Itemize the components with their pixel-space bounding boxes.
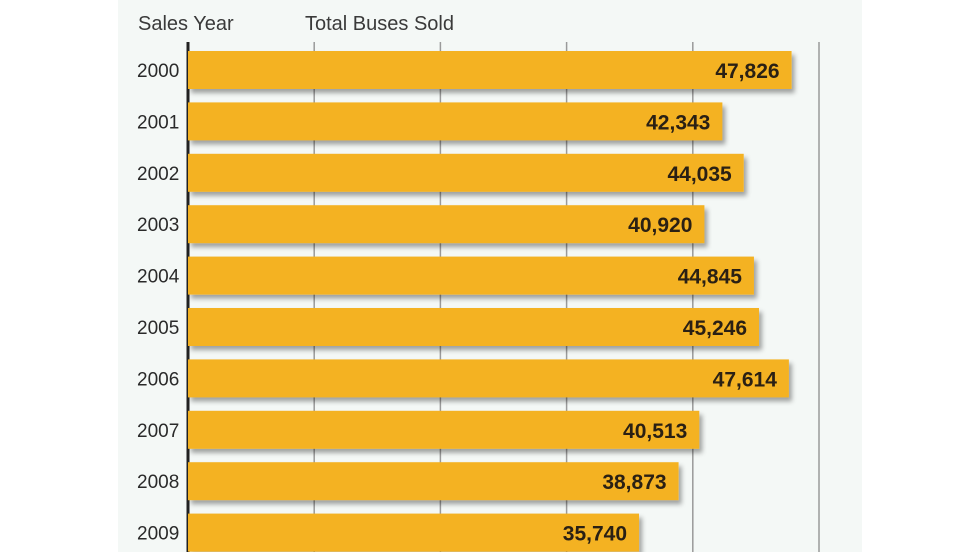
bar-2006 — [188, 359, 789, 398]
value-header: Total Buses Sold — [305, 13, 454, 35]
bar-2007 — [188, 410, 700, 449]
value-label: 47,614 — [713, 368, 778, 391]
value-label: 45,246 — [683, 317, 747, 340]
value-label: 35,740 — [563, 523, 627, 546]
category-header: Sales Year — [138, 13, 234, 35]
bar-2004 — [188, 256, 754, 295]
year-label: 2007 — [137, 421, 179, 442]
bar-2008 — [188, 462, 679, 501]
year-label: 2000 — [137, 61, 179, 82]
year-label: 2001 — [137, 112, 179, 133]
value-label: 40,513 — [623, 420, 687, 443]
year-label: 2008 — [137, 472, 179, 493]
value-label: 47,826 — [715, 60, 779, 83]
bar-2002 — [188, 153, 744, 192]
year-label: 2003 — [137, 215, 179, 236]
bar-2000 — [188, 51, 792, 89]
value-label: 44,035 — [667, 163, 732, 186]
value-label: 42,343 — [646, 111, 710, 134]
bar-2009 — [188, 513, 640, 552]
value-label: 44,845 — [678, 266, 743, 289]
year-label: 2002 — [137, 164, 179, 185]
year-label: 2006 — [137, 369, 179, 390]
value-label: 40,920 — [628, 214, 692, 237]
year-label: 2004 — [137, 267, 180, 288]
year-label: 2009 — [137, 524, 179, 545]
bar-2003 — [188, 205, 705, 244]
bar-2005 — [188, 308, 760, 346]
year-label: 2005 — [137, 318, 179, 339]
value-label: 38,873 — [602, 471, 666, 494]
bar-2001 — [188, 102, 723, 141]
